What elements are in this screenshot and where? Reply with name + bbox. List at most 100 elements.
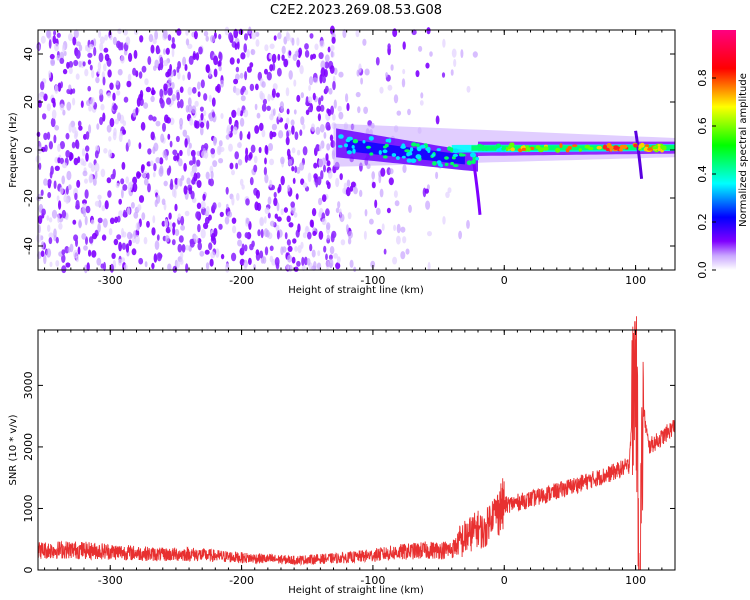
- noise-blob: [160, 133, 165, 143]
- noise-blob: [85, 145, 90, 152]
- noise-blob: [284, 232, 288, 240]
- noise-blob: [144, 78, 149, 86]
- noise-blob: [326, 160, 331, 167]
- noise-blob: [114, 118, 119, 125]
- noise-blob: [288, 70, 293, 80]
- signal-blob: [508, 145, 511, 150]
- noise-blob: [420, 92, 424, 99]
- noise-blob: [333, 253, 338, 259]
- noise-blob: [360, 77, 363, 85]
- noise-blob: [231, 252, 237, 262]
- noise-blob: [102, 112, 106, 122]
- noise-blob: [326, 181, 331, 190]
- noise-blob: [85, 44, 88, 52]
- signal-blob: [338, 145, 343, 148]
- noise-blob: [75, 73, 80, 80]
- noise-blob: [325, 153, 329, 162]
- noise-blob: [277, 53, 281, 61]
- noise-blob: [418, 45, 423, 52]
- noise-blob: [308, 85, 311, 91]
- noise-blob: [113, 127, 117, 136]
- noise-blob: [460, 49, 464, 59]
- spectrogram-y-label: Frequency (Hz): [8, 112, 19, 188]
- noise-blob: [442, 38, 446, 48]
- noise-blob: [337, 201, 341, 209]
- noise-blob: [46, 248, 52, 258]
- noise-blob: [379, 188, 384, 198]
- noise-blob: [172, 222, 176, 228]
- noise-blob: [88, 162, 93, 169]
- noise-blob: [287, 184, 291, 192]
- noise-blob: [225, 203, 229, 209]
- noise-blob: [65, 150, 71, 158]
- noise-blob: [231, 217, 237, 224]
- noise-blob: [340, 239, 346, 246]
- noise-blob: [62, 44, 66, 53]
- noise-blob: [218, 140, 223, 147]
- noise-blob: [140, 121, 146, 131]
- noise-blob: [42, 113, 47, 120]
- signal-blob: [427, 148, 431, 154]
- noise-blob: [261, 129, 266, 138]
- noise-blob: [273, 35, 277, 41]
- noise-blob: [58, 222, 63, 230]
- signal-blob: [415, 143, 420, 148]
- noise-blob: [125, 36, 131, 46]
- noise-blob: [194, 120, 200, 129]
- noise-blob: [152, 172, 156, 178]
- noise-blob: [335, 177, 340, 188]
- noise-blob: [387, 43, 391, 50]
- noise-blob: [48, 39, 52, 49]
- noise-blob: [183, 185, 188, 195]
- signal-blob: [661, 145, 667, 151]
- noise-blob: [91, 250, 97, 258]
- noise-blob: [43, 254, 47, 265]
- x-tick-label: -100: [360, 574, 385, 587]
- noise-blob: [243, 43, 247, 53]
- noise-blob: [43, 132, 48, 141]
- noise-blob: [294, 50, 299, 57]
- noise-blob: [234, 151, 239, 160]
- noise-blob: [445, 191, 450, 198]
- noise-blob: [248, 152, 253, 159]
- noise-blob: [165, 47, 170, 55]
- noise-blob: [435, 115, 440, 125]
- noise-blob: [442, 216, 446, 225]
- noise-blob: [310, 219, 314, 228]
- signal-blob: [477, 143, 483, 148]
- noise-blob: [177, 213, 182, 221]
- x-tick-label: -300: [98, 574, 123, 587]
- noise-blob: [92, 177, 97, 186]
- signal-blob: [444, 156, 449, 160]
- noise-blob: [236, 231, 242, 239]
- colorbar-tick-label: 0.4: [696, 165, 709, 183]
- noise-blob: [112, 168, 116, 178]
- noise-blob: [380, 167, 386, 177]
- snr-line: [37, 316, 676, 571]
- noise-blob: [291, 256, 296, 264]
- noise-blob: [294, 131, 299, 140]
- noise-blob: [68, 61, 74, 68]
- noise-blob: [49, 170, 53, 179]
- noise-blob: [320, 95, 324, 102]
- snr-panel: -300 -200 -100 0 100 0 1000 2000 3000 Height of…: [8, 316, 676, 596]
- noise-blob: [239, 72, 244, 79]
- noise-blob: [49, 53, 55, 60]
- noise-blob: [245, 217, 250, 225]
- noise-blob: [296, 37, 300, 46]
- noise-blob: [213, 55, 219, 66]
- noise-blob: [98, 88, 104, 96]
- noise-blob: [281, 45, 286, 55]
- noise-blob: [195, 211, 200, 220]
- noise-blob: [84, 189, 89, 199]
- noise-blob: [192, 154, 196, 164]
- noise-blob: [132, 182, 138, 193]
- signal-blob: [415, 154, 422, 160]
- noise-blob: [244, 244, 248, 252]
- noise-blob: [120, 55, 125, 64]
- noise-blob: [232, 225, 237, 234]
- noise-blob: [167, 87, 173, 96]
- noise-blob: [203, 150, 209, 159]
- noise-blob: [271, 53, 277, 64]
- noise-blob: [76, 179, 81, 188]
